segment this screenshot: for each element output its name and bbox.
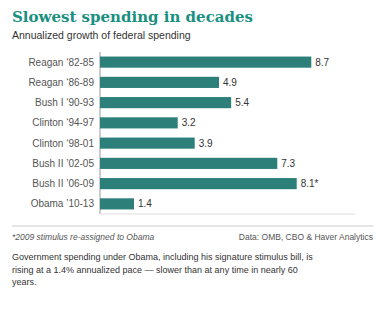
data-label: 4.9 [223,77,237,88]
caption-line: rising at a 1.4% annualized pace — slowe… [12,265,298,275]
y-tick-label: Reagan ‘82-85 [28,57,94,68]
y-tick-label: Obama ’10-13 [31,198,95,209]
labels: Reagan ‘82-85 8.7 Reagan ‘86-89 4.9 Bush I ‘… [28,57,329,210]
bar [100,138,195,149]
x-axis-line [100,214,355,215]
subtitle: Annualized growth of federal spending [12,29,191,41]
data-label: 5.4 [235,97,249,108]
y-tick-label: Clinton ‘98-01 [32,138,94,149]
title: Slowest spending in decades [12,8,253,26]
data-label: 3.2 [182,117,196,128]
data-label: 1.4 [138,198,152,209]
bar [100,57,311,68]
caption: Government spending under Obama, includi… [12,252,313,287]
footnote: *2009 stimulus re-assigned to Obama [12,232,154,242]
y-axis-line [100,52,101,214]
y-tick-label: Bush II ’06-09 [32,178,94,189]
data-label: 8.7 [315,57,329,68]
bar [100,178,297,189]
bars [100,57,311,210]
separator [12,226,373,227]
data-label: 3.9 [199,138,213,149]
source: Data: OMB, CBO & Haver Analytics [239,232,373,242]
y-tick-label: Bush II ’02-05 [32,158,94,169]
data-label: 7.3 [281,158,295,169]
y-tick-label: Bush I ‘90-93 [35,97,94,108]
chart: Slowest spending in decades Annualized gr… [0,0,385,322]
bar [100,117,178,128]
caption-line: Government spending under Obama, includi… [12,252,313,262]
y-tick-label: Reagan ‘86-89 [28,77,94,88]
bar [100,198,134,209]
bar [100,77,219,88]
bar [100,97,231,108]
bar [100,158,277,169]
data-label: 8.1* [301,178,319,189]
caption-line: years. [12,277,37,287]
y-tick-label: Clinton ‘94-97 [32,117,94,128]
